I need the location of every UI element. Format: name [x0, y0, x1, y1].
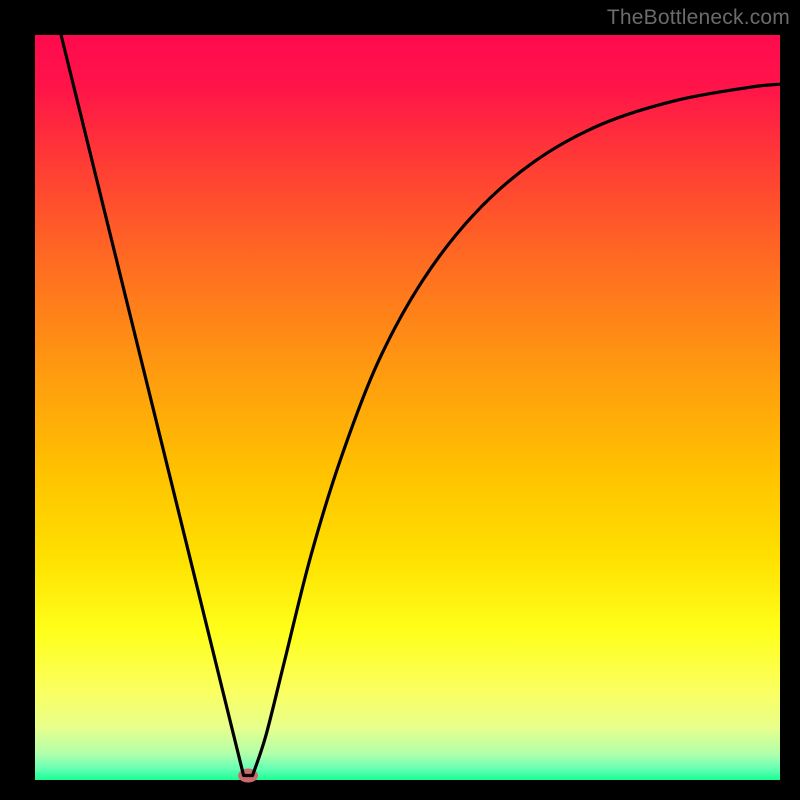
plot-area	[35, 35, 780, 780]
bottleneck-chart: TheBottleneck.com	[0, 0, 800, 800]
watermark-text: TheBottleneck.com	[607, 6, 790, 30]
chart-svg	[0, 0, 800, 800]
